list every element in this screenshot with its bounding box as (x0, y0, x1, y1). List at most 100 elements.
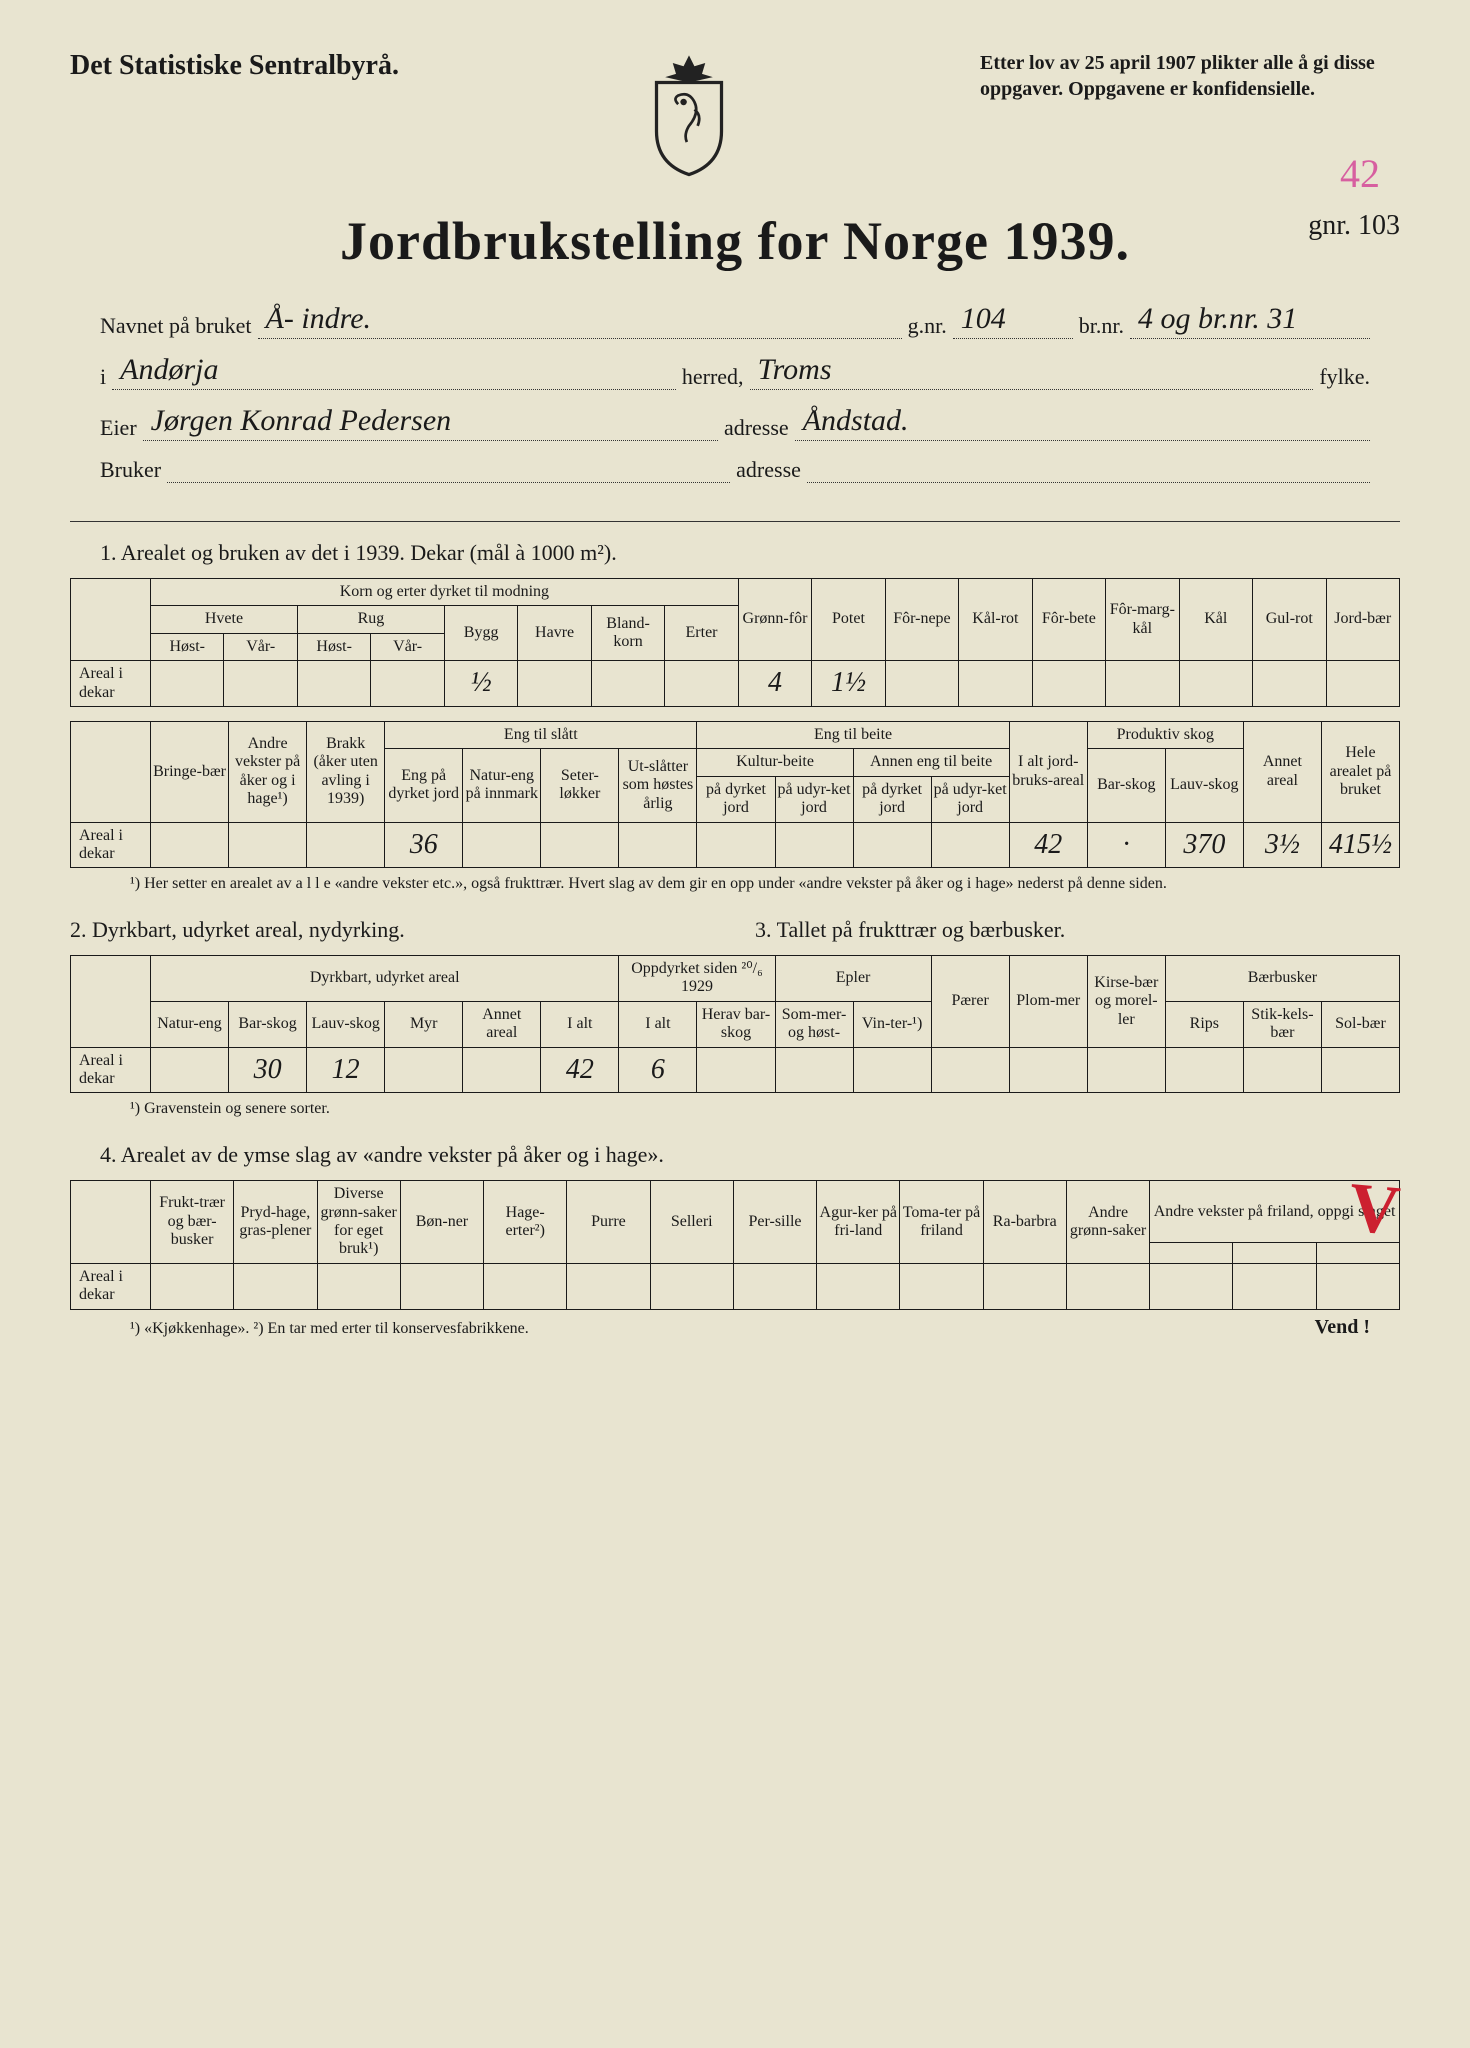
i-value: Andørja (112, 353, 676, 390)
kalrot-h: Kål-rot (959, 579, 1032, 661)
baerbusker-h: Bærbusker (1165, 956, 1399, 1002)
law-note: Etter lov av 25 april 1907 plikter alle … (980, 50, 1400, 102)
coat-of-arms-icon (634, 50, 744, 180)
adresse2-label: adresse (736, 457, 801, 483)
s4-rowlabel: Areal i dekar (71, 1263, 151, 1309)
epler-h: Epler (775, 956, 931, 1002)
v-bar: · (1087, 822, 1165, 868)
page-title: Jordbrukstelling for Norge 1939. (340, 210, 1130, 272)
pryd-h: Pryd-hage, gras-plener (234, 1181, 317, 1264)
oppialt-h: I alt (619, 1001, 697, 1047)
natureng-h: Natur-eng (151, 1001, 229, 1047)
s1-rowlabel: Areal i dekar (71, 661, 151, 707)
hvete-host: Høst- (151, 633, 224, 660)
agency-name: Det Statistiske Sentralbyrå. (70, 50, 399, 82)
section1-head: 1. Arealet og bruken av det i 1939. Deka… (70, 540, 1400, 566)
rips-h: Rips (1165, 1001, 1243, 1047)
v2-ialt: 42 (541, 1047, 619, 1093)
naturinn-h: Natur-eng på innmark (463, 749, 541, 822)
korn-header: Korn og erter dyrket til modning (151, 579, 739, 606)
brnr-value: 4 og br.nr. 31 (1130, 302, 1370, 339)
gronnfor-h: Grønn-fôr (738, 579, 811, 661)
v2-lauv: 12 (307, 1047, 385, 1093)
table-1b: Bringe-bær Andre vekster på åker og i ha… (70, 721, 1400, 868)
barskog2-h: Bar-skog (229, 1001, 307, 1047)
purre-h: Purre (567, 1181, 650, 1264)
v-engdyrket: 36 (385, 822, 463, 868)
brnr-label: br.nr. (1079, 313, 1124, 339)
bonner-h: Bøn-ner (400, 1181, 483, 1264)
herav-h: Herav bar-skog (697, 1001, 775, 1047)
andre-h: Andre vekster på åker og i hage¹) (229, 721, 307, 822)
diverse-h: Diverse grønn-saker for eget bruk¹) (317, 1181, 400, 1264)
utslatter-h: Ut-slåtter som høstes årlig (619, 749, 697, 822)
rug-h: Rug (297, 606, 444, 633)
formargkal-h: Fôr-marg-kål (1106, 579, 1179, 661)
v2-opp: 6 (619, 1047, 697, 1093)
brakk-h: Brakk (åker uten avling i 1939) (307, 721, 385, 822)
lauvskog2-h: Lauv-skog (307, 1001, 385, 1047)
forbete-h: Fôr-bete (1032, 579, 1105, 661)
section2-head: 2. Dyrkbart, udyrket areal, nydyrking. (70, 917, 715, 943)
rug-var: Vår- (371, 633, 444, 660)
table-1a: Korn og erter dyrket til modning Grønn-f… (70, 578, 1400, 707)
jordbaer-h: Jord-bær (1326, 579, 1400, 661)
navnet-value: Å- indre. (258, 302, 902, 339)
gnr-value: 104 (953, 302, 1073, 339)
bruker-value (167, 455, 730, 483)
ae-udyrket: på udyr-ket jord (931, 776, 1009, 822)
rug-host: Høst- (297, 633, 370, 660)
herred-value: Troms (750, 353, 1314, 390)
adresse-label: adresse (724, 415, 789, 441)
v2-bar: 30 (229, 1047, 307, 1093)
annetareal-h: Annet areal (1243, 721, 1321, 822)
persille-h: Per-sille (733, 1181, 816, 1264)
bygg-h: Bygg (444, 606, 517, 661)
kulturbeite-h: Kultur-beite (697, 749, 853, 776)
header-row: Det Statistiske Sentralbyrå. Etter lov a… (70, 50, 1400, 180)
plommer-h: Plom-mer (1009, 956, 1087, 1048)
gnr-note: gnr. 103 (1308, 210, 1400, 242)
frukt-h: Frukt-trær og bær-busker (151, 1181, 234, 1264)
engdyrket-h: Eng på dyrket jord (385, 749, 463, 822)
v-bygg: ½ (444, 661, 517, 707)
eier-value: Jørgen Konrad Pedersen (143, 404, 718, 441)
ialt2-h: I alt (541, 1001, 619, 1047)
hele-h: Hele arealet på bruket (1321, 721, 1399, 822)
v-potet: 1½ (812, 661, 885, 707)
section3-head: 3. Tallet på frukttrær og bærbusker. (755, 917, 1400, 943)
ae-dyrket: på dyrket jord (853, 776, 931, 822)
v-hele: 415½ (1321, 822, 1399, 868)
kb-dyrket: på dyrket jord (697, 776, 775, 822)
hvete-var: Vår- (224, 633, 297, 660)
v-ialt: 42 (1009, 822, 1087, 868)
bringe-h: Bringe-bær (151, 721, 229, 822)
ialtjord-h: I alt jord-bruks-areal (1009, 721, 1087, 822)
s2-rowlabel: Areal i dekar (71, 1047, 151, 1093)
selleri-h: Selleri (650, 1181, 733, 1264)
s1b-rowlabel: Areal i dekar (71, 822, 151, 868)
red-checkmark-icon: V (1346, 1168, 1403, 1252)
sommer-h: Som-mer-og høst- (775, 1001, 853, 1047)
dyrkbart-h: Dyrkbart, udyrket areal (151, 956, 619, 1002)
i-label: i (100, 364, 106, 390)
paerer-h: Pærer (931, 956, 1009, 1048)
kal-h: Kål (1179, 579, 1252, 661)
title-row: 42 Jordbrukstelling for Norge 1939. gnr.… (70, 210, 1400, 272)
navnet-label: Navnet på bruket (100, 313, 252, 339)
adresse-value: Åndstad. (795, 404, 1370, 441)
adresse2-value (807, 455, 1370, 483)
page-number-mark: 42 (1340, 150, 1380, 197)
eier-label: Eier (100, 415, 137, 441)
lauvskog-h: Lauv-skog (1165, 749, 1243, 822)
bruker-label: Bruker (100, 457, 161, 483)
v-gronnfor: 4 (738, 661, 811, 707)
section4-head: 4. Arealet av de ymse slag av «andre vek… (70, 1142, 1400, 1168)
hageerter-h: Hage-erter²) (484, 1181, 567, 1264)
tomat-h: Toma-ter på friland (900, 1181, 983, 1264)
vend-text: Vend ! (1315, 1316, 1400, 1339)
prodskog-h: Produktiv skog (1087, 721, 1243, 748)
farm-info: Navnet på bruket Å- indre. g.nr. 104 br.… (70, 302, 1400, 517)
havre-h: Havre (518, 606, 591, 661)
gulrot-h: Gul-rot (1253, 579, 1326, 661)
